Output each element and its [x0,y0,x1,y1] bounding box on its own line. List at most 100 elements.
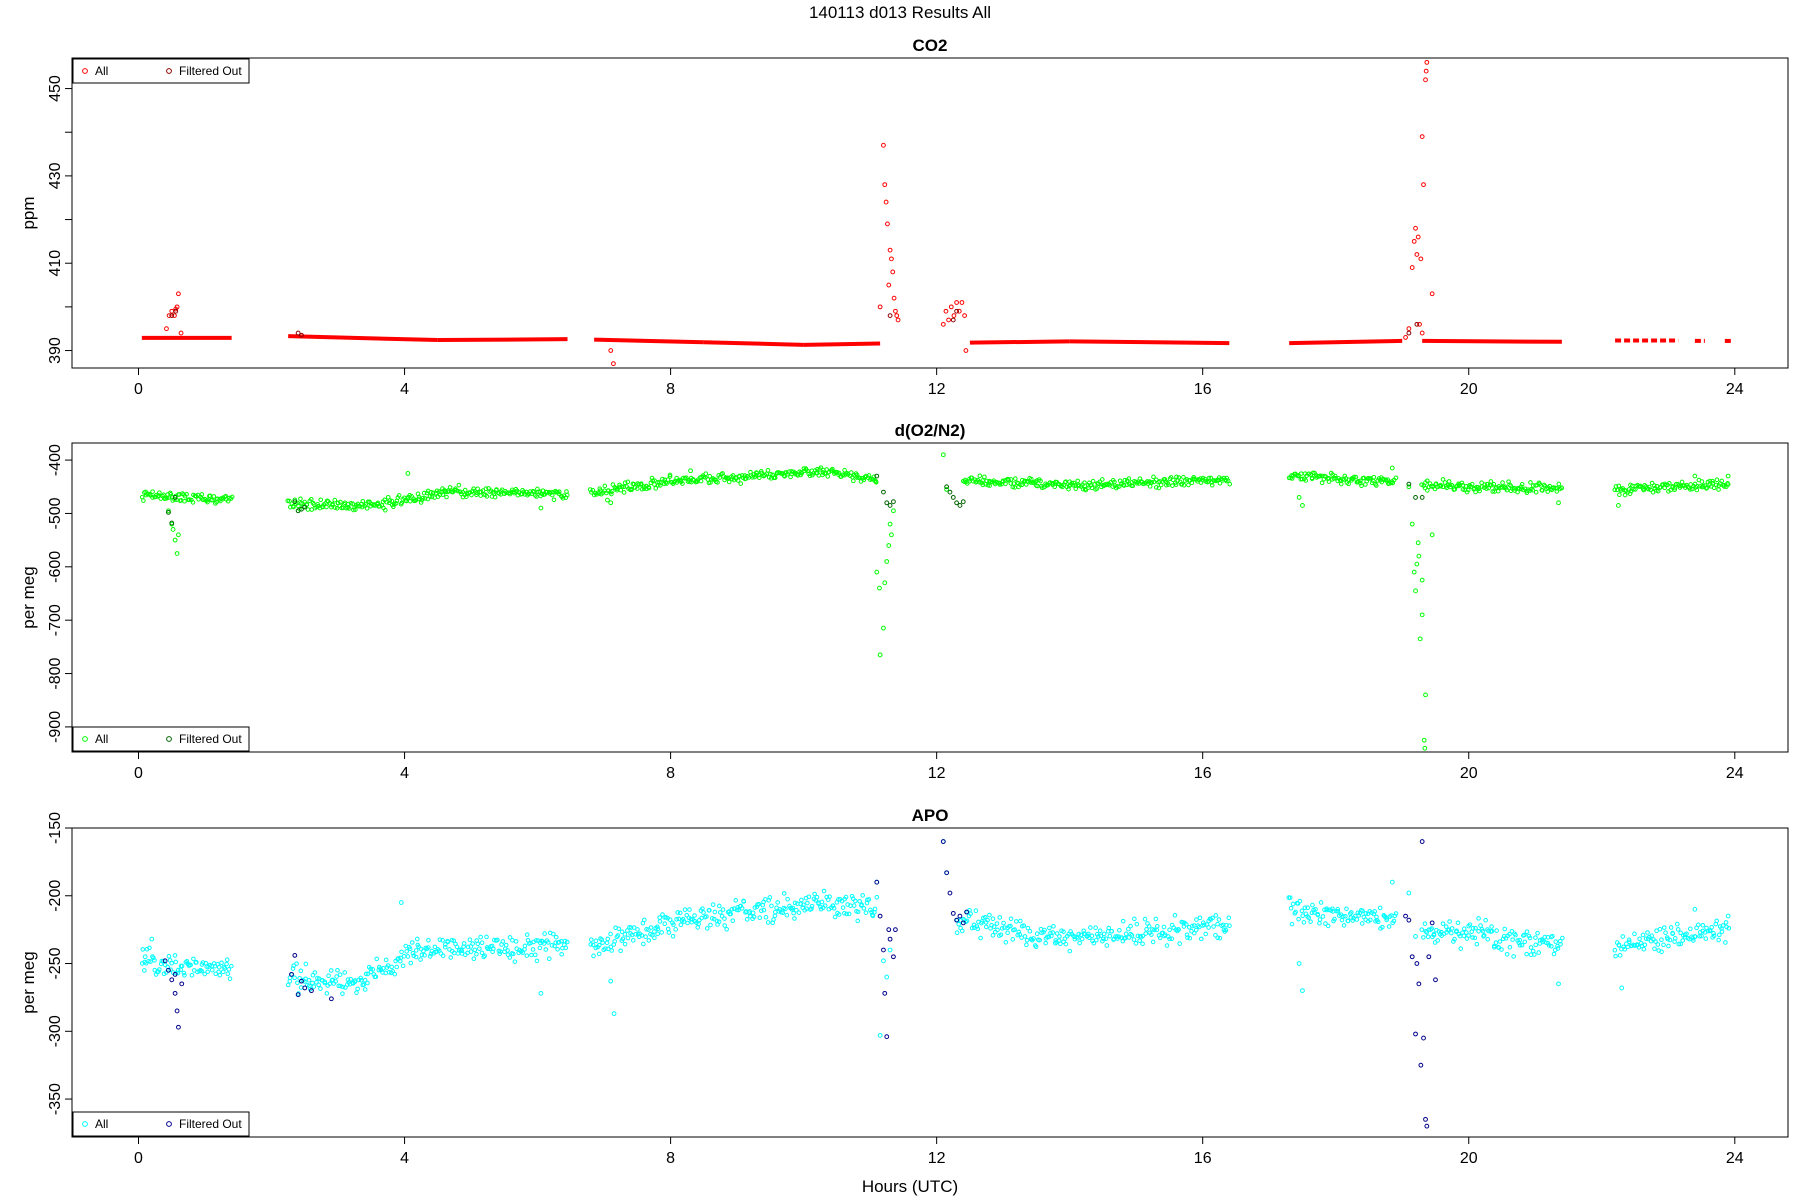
data-point [852,898,858,904]
data-point [1024,937,1030,943]
data-point [1206,925,1211,930]
legend-box [72,58,250,84]
co2-baseline [1289,338,1403,346]
data-point [1507,931,1512,937]
data-point [470,488,475,494]
data-point [1289,476,1295,481]
data-points [139,839,1732,1129]
data-point [1391,918,1397,924]
data-point [1332,916,1337,922]
data-point [1038,478,1043,484]
filtered-point [1406,917,1412,923]
data-point [1612,947,1618,953]
data-point [1726,925,1732,931]
data-point [1322,907,1327,913]
data-point [455,488,461,494]
data-point [1082,480,1087,485]
data-point [414,936,420,942]
legend-marker-filtered [166,68,172,74]
data-point [1553,939,1559,944]
data-point [1140,933,1146,939]
filtered-point [957,503,963,508]
data-point [432,944,438,950]
data-point [387,498,393,503]
data-point [298,985,304,990]
data-point [1483,917,1488,923]
filtered-point [1423,1116,1428,1122]
data-point [1393,475,1399,481]
data-point [549,942,555,948]
legend-label-all: All [95,1117,108,1131]
data-point [619,484,625,490]
data-point [404,949,409,954]
data-point [667,472,673,478]
chart-title: CO2 [913,36,948,55]
data-point [861,906,867,911]
data-point [1080,486,1086,492]
data-point [479,940,485,946]
data-point [1359,483,1364,489]
data-point [1068,929,1073,934]
y-tick-label: -200 [47,880,64,912]
x-tick-label: 12 [928,381,946,398]
data-point [717,910,723,915]
data-point [851,478,856,484]
data-point [1325,923,1331,929]
data-point [1109,928,1115,934]
y-tick-label: 450 [47,75,64,102]
data-point [886,282,892,288]
data-point [1661,942,1666,948]
data-point [1343,913,1348,919]
data-point [1617,492,1622,498]
data-point [1710,480,1716,486]
data-point [1348,910,1354,915]
x-tick-label: 12 [928,1150,946,1167]
filtered-point [299,506,304,512]
data-point [1723,940,1728,945]
data-point [172,953,178,958]
data-point [1674,921,1680,927]
data-point [830,903,836,909]
filtered-point [874,473,880,479]
data-point [318,986,323,991]
data-point [768,471,773,477]
data-point [671,922,676,927]
data-point [1484,486,1489,491]
data-point [1103,936,1109,941]
data-point [1130,483,1136,489]
data-point [1144,926,1149,932]
data-point [1047,925,1052,931]
data-point [1522,939,1528,945]
legend: All Filtered Out [72,58,250,84]
data-point [1692,934,1698,939]
data-point [405,954,411,959]
data-point [889,256,894,262]
data-point [1406,484,1412,490]
data-point [209,967,215,973]
data-point [1033,944,1039,950]
filtered-point [960,499,966,505]
data-point [175,967,181,973]
data-point [873,479,879,485]
data-point [389,964,395,970]
data-point [345,977,351,983]
data-point [674,916,679,922]
data-point [1211,924,1216,929]
data-point [948,304,954,310]
data-point [1695,483,1700,489]
data-point [1167,927,1172,933]
data-point [611,361,616,367]
data-point [1417,636,1423,642]
data-point [1497,939,1503,944]
co2-baseline [803,341,881,347]
data-point [1287,895,1293,900]
data-point [197,968,202,974]
data-point [724,926,729,932]
data-point [1375,919,1381,925]
data-point [771,917,776,922]
data-point [169,308,175,314]
data-point [1193,927,1199,933]
data-point [1154,927,1160,933]
data-point [895,317,901,323]
data-point [322,980,328,986]
